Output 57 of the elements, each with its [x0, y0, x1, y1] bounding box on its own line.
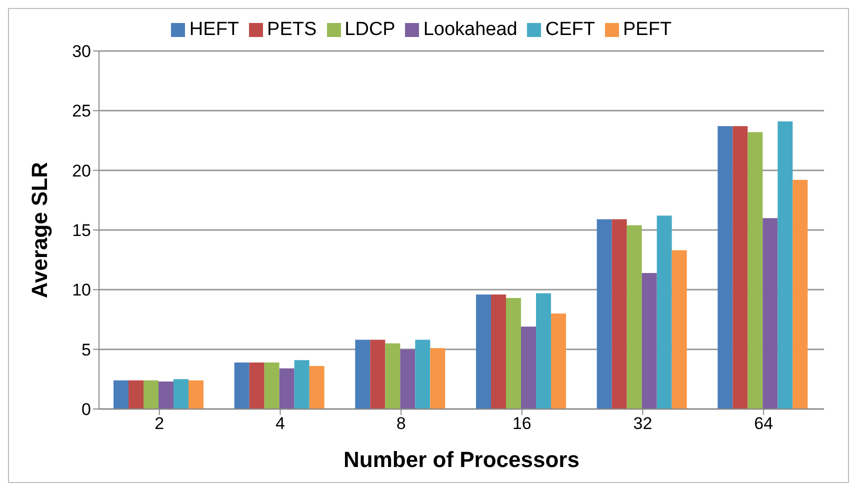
bar: [778, 121, 793, 409]
bar: [536, 293, 551, 409]
y-tick-label: 30: [72, 42, 91, 62]
x-tick-label: 2: [154, 414, 164, 434]
y-tick-label: 15: [72, 221, 91, 240]
bar: [128, 380, 144, 409]
bar: [612, 219, 627, 409]
bar: [551, 314, 566, 409]
bar: [491, 294, 506, 409]
bar: [370, 340, 386, 409]
bar: [718, 126, 733, 409]
legend-label: PEFT: [623, 19, 672, 40]
legend-label: LDCP: [344, 19, 396, 40]
y-axis-title: Average SLR: [26, 162, 52, 298]
bar: [144, 380, 158, 409]
bar: [506, 298, 521, 409]
bar: [234, 362, 250, 409]
bar: [415, 340, 430, 409]
bar: [748, 132, 763, 409]
bar: [294, 360, 310, 409]
bar: [762, 218, 778, 409]
bar: [114, 380, 128, 409]
bar: [626, 225, 642, 409]
bar: [732, 126, 748, 409]
y-tick-label: 5: [82, 340, 91, 360]
bar: [672, 250, 687, 409]
bar: [249, 362, 264, 409]
bar: [792, 180, 808, 409]
bar: [400, 349, 416, 409]
bar: [264, 362, 280, 409]
x-tick-label: 32: [633, 414, 652, 434]
bar: [430, 348, 446, 409]
bar: [656, 216, 672, 409]
bar: [188, 380, 204, 409]
x-tick-label: 8: [396, 414, 406, 434]
x-tick-label: 64: [754, 414, 774, 434]
bar: [385, 343, 400, 409]
legend-label: PETS: [267, 19, 317, 40]
bar: [158, 382, 174, 409]
legend-label: HEFT: [189, 19, 240, 40]
bar: [355, 340, 370, 409]
x-tick-label: 4: [276, 414, 285, 434]
bar: [521, 326, 536, 409]
x-tick-label: 16: [512, 414, 532, 434]
y-tick-label: 25: [72, 102, 91, 121]
bar: [174, 379, 188, 409]
bar: [476, 294, 491, 409]
y-tick-label: 20: [72, 161, 91, 180]
bar: [309, 366, 324, 409]
legend-label: Lookahead: [423, 19, 518, 40]
y-tick-label: 10: [72, 280, 91, 300]
bar: [596, 219, 612, 409]
bar: [279, 368, 294, 409]
legend-label: CEFT: [545, 19, 595, 40]
y-tick-label: 0: [82, 400, 91, 420]
bar: [642, 272, 657, 409]
x-axis-title: Number of Processors: [344, 447, 580, 472]
